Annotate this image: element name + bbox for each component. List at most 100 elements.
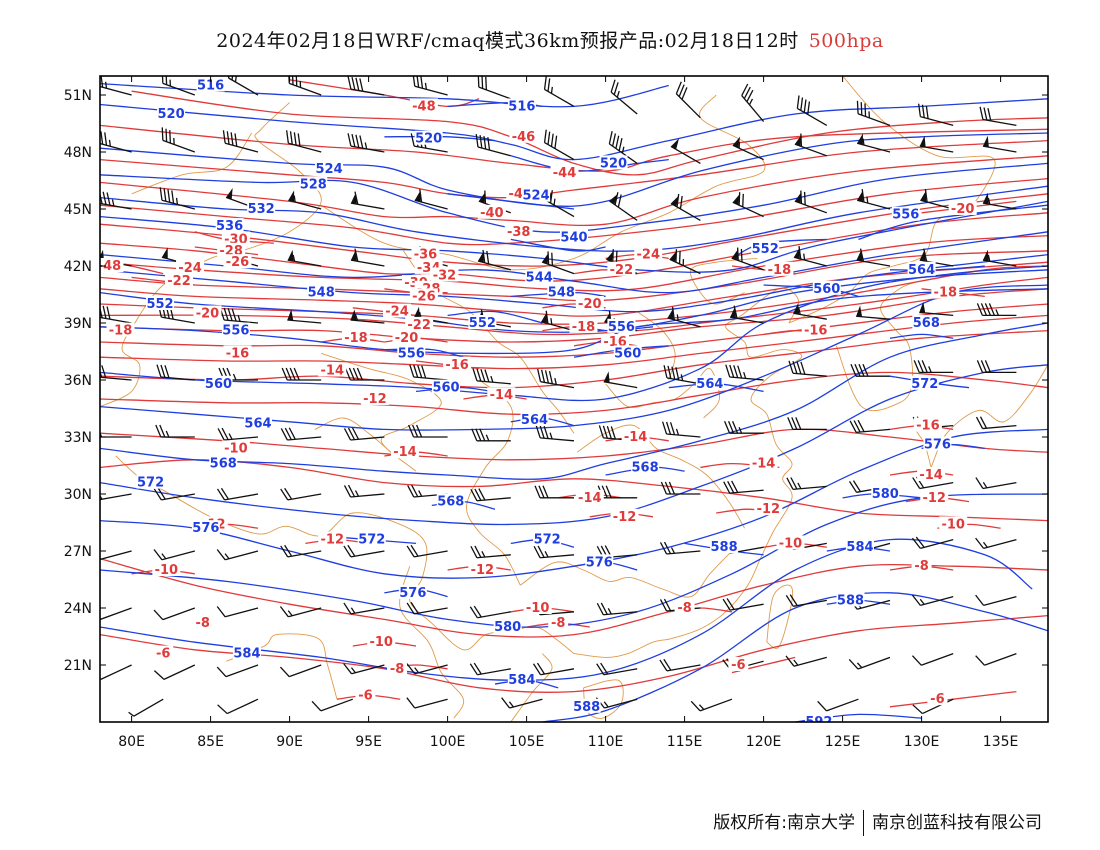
temperature-contour: [100, 314, 1048, 370]
temperature-contour-label: -20: [951, 202, 975, 217]
height-contour-label-bg: [520, 411, 549, 426]
title-text: 2024年02月18日WRF/cmaq模式36km预报产品:02月18日12时: [216, 30, 799, 52]
height-contour-label-bg: [157, 106, 186, 120]
height-contour-label: 528: [300, 177, 327, 192]
lon-tick-label: 80E: [118, 734, 145, 750]
temperature-contour-label-bg: [192, 615, 213, 630]
height-contour-label-bg: [907, 261, 936, 276]
height-contour: [100, 231, 1048, 294]
wind-barb: [817, 698, 859, 712]
lat-tick-label: 27N: [64, 544, 92, 560]
temperature-contour-label-bg: [601, 334, 630, 348]
temperature-contour-label-bg: [443, 356, 472, 371]
wind-barb: [603, 371, 638, 389]
height-contour-label-bg: [196, 77, 225, 92]
temperature-contour-label: -16: [916, 419, 940, 434]
temperature-contour-label-bg: [754, 501, 783, 516]
lat-tick-label: 33N: [64, 430, 92, 446]
height-contour-label-bg: [191, 520, 220, 535]
temperature-contour-label-bg: [911, 558, 932, 573]
wind-barb: [280, 544, 322, 558]
wind-barb: [659, 658, 701, 672]
height-contour-label-bg: [572, 698, 601, 713]
border-line: [576, 424, 745, 529]
temperature-contour-label-bg: [920, 489, 949, 504]
temperature-contour-label-bg: [367, 634, 396, 649]
wind-barb: [788, 360, 827, 377]
temperature-contour-label: -14: [624, 430, 648, 445]
wind-barb: [975, 594, 1017, 607]
temperature-contour-label-bg: [917, 467, 946, 481]
wind-barb: [280, 487, 322, 501]
height-contour: [100, 98, 1048, 161]
wind-barb: [543, 76, 575, 107]
wind-barb: [741, 83, 765, 123]
wind-barb: [794, 133, 828, 157]
temperature-contour-label: -12: [922, 491, 946, 506]
temperature-contour-label-bg: [106, 322, 135, 337]
height-contour-label-bg: [215, 218, 244, 233]
height-contour: [510, 238, 606, 252]
temperature-contour-label: -38: [507, 225, 531, 240]
credit-separator: [863, 810, 864, 836]
temperature-contour-label-bg: [355, 687, 376, 702]
wind-barb: [100, 550, 132, 561]
temperature-contour-label: -24: [385, 305, 409, 320]
wind-barb: [856, 305, 891, 320]
temperature-contour-label-bg: [728, 657, 749, 671]
height-contour-label-bg: [397, 345, 426, 360]
height-contour: [100, 265, 1048, 402]
height-contour: [100, 162, 1048, 233]
wind-barb: [280, 427, 322, 441]
height-contour-label: 584: [846, 540, 873, 555]
temperature-contour-label: -22: [407, 318, 431, 333]
border-line: [930, 364, 1048, 468]
height-contour-label-bg: [613, 345, 642, 360]
temperature-contour: [100, 250, 1048, 302]
temperature-contour-label-bg: [913, 417, 942, 432]
temperature-contour-label-bg: [548, 615, 569, 630]
temperature-contour: [100, 428, 1048, 461]
wind-barb: [406, 663, 448, 675]
wind-barb: [535, 425, 575, 442]
wind-barb: [537, 368, 575, 389]
lon-tick-label: 110E: [588, 734, 624, 750]
wind-barb: [288, 190, 322, 210]
temperature-contour-label: -14: [578, 491, 602, 506]
wind-barb: [216, 549, 259, 561]
wind-barb: [725, 364, 764, 381]
wind-barb: [785, 655, 827, 667]
height-contour-label-bg: [204, 375, 233, 390]
wind-barb: [285, 130, 322, 153]
height-contour-label: 556: [398, 346, 425, 361]
wind-barb: [911, 536, 954, 550]
temperature-contour-label: -12: [471, 563, 495, 578]
height-contour-label: 584: [233, 647, 260, 662]
wind-barb: [541, 251, 575, 275]
temperature-contour-label-bg: [165, 273, 193, 288]
height-contour: [100, 288, 1048, 355]
wind-barb: [975, 416, 1017, 430]
temperature-contour-label: -14: [321, 364, 345, 379]
wind-barb: [128, 698, 164, 717]
wind-barb: [722, 598, 764, 611]
height-contour-label: 568: [632, 460, 659, 475]
wind-barb: [659, 541, 701, 555]
temperature-contour-label: -10: [369, 635, 393, 650]
temperature-contour-label: -12: [321, 533, 345, 548]
wind-barb: [856, 189, 891, 210]
height-contour-label-bg: [751, 240, 780, 255]
wind-barb: [723, 480, 764, 494]
temperature-contour-label: -24: [178, 261, 202, 276]
lat-tick-label: 36N: [64, 373, 92, 389]
height-contour-label: 540: [560, 231, 587, 246]
border-line: [321, 352, 442, 472]
height-contour: [100, 269, 1048, 333]
lat-tick-label: 24N: [64, 601, 92, 617]
temperature-contour-label-bg: [318, 362, 347, 377]
temperature-contour: [100, 234, 1048, 292]
wind-barb: [856, 133, 891, 153]
temperature-contour: [100, 614, 1048, 693]
height-contour-label-bg: [209, 455, 238, 470]
temperature-contour-label-bg: [765, 261, 794, 276]
